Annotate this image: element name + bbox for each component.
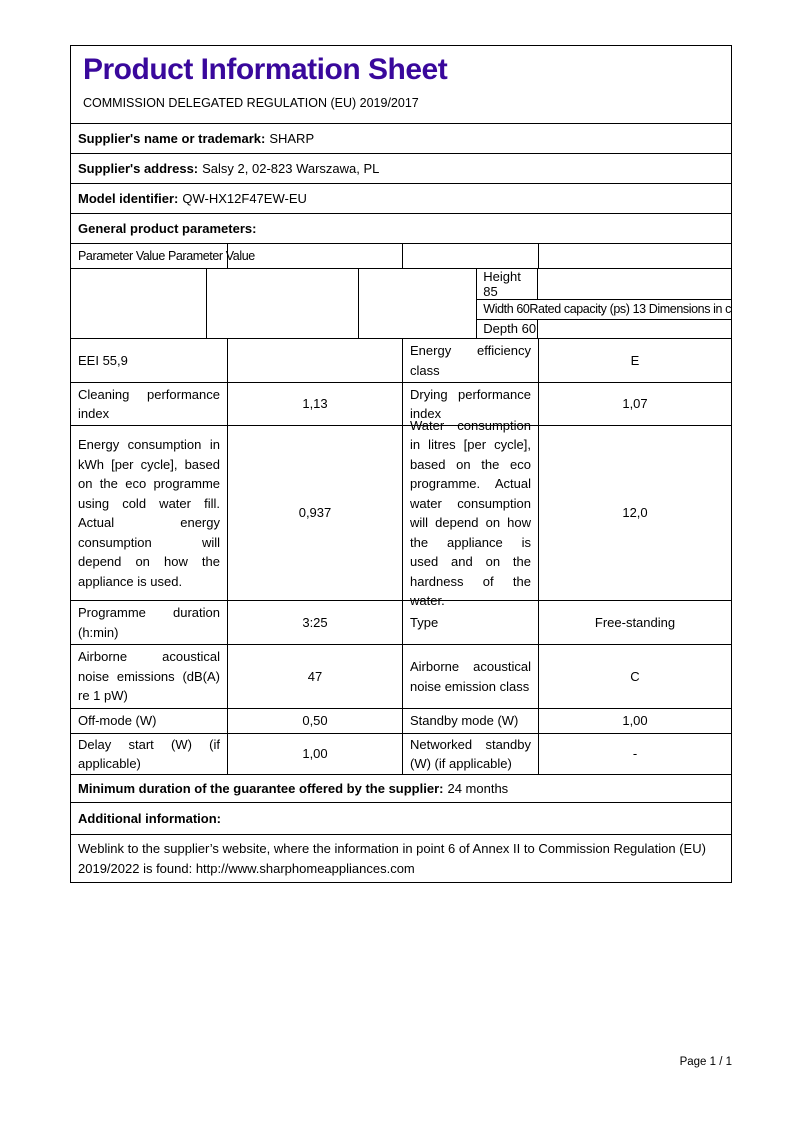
- general-parameters-label: General product parameters:: [78, 221, 257, 236]
- dimensions-subtable: Height 85 Width 60Rated capacity (ps) 13…: [476, 269, 731, 338]
- header-divider-line: [227, 244, 228, 268]
- supplier-name-label: Supplier's name or trademark:: [78, 131, 266, 146]
- param-delay-start-label: Delay start (W) (if applicable): [78, 736, 220, 772]
- dimension-depth-label: Depth 60: [477, 319, 539, 338]
- supplier-name-value: SHARP: [269, 131, 315, 146]
- general-parameters-row: General product parameters:: [71, 213, 731, 243]
- param-energy-consumption-label: Energy consumption in kWh [per cycle], b…: [78, 437, 220, 589]
- supplier-name-row: Supplier's name or trademark: SHARP: [71, 123, 731, 153]
- header-cell-4: [538, 244, 731, 268]
- supplier-address-value: Salsy 2, 02-823 Warszawa, PL: [202, 161, 380, 176]
- dimension-width-row: Width 60Rated capacity (ps) 13 Dimension…: [477, 299, 731, 319]
- parameter-header-row: Parameter Value Parameter Value: [71, 243, 731, 268]
- table-row-delay-networked: Delay start (W) (if applicable) 1,00 Net…: [71, 733, 731, 774]
- param-eei-label: EEI 55,9: [78, 352, 128, 368]
- guarantee-label: Minimum duration of the guarantee offere…: [78, 780, 444, 796]
- header-cell-3: [402, 244, 538, 268]
- weblink-row: Weblink to the supplier’s website, where…: [71, 834, 731, 882]
- table-row-performance-index: Cleaning performance index 1,13 Drying p…: [71, 382, 731, 425]
- param-cleaning-index-label: Cleaning performance index: [78, 386, 220, 422]
- param-programme-duration-label: Programme duration (h:min): [78, 605, 220, 640]
- table-row-noise: Airborne acoustical noise emissions (dB(…: [71, 644, 731, 708]
- additional-information-label: Additional information:: [78, 810, 221, 826]
- dimension-height-label: Height 85: [477, 269, 539, 299]
- dimensions-empty-cell-1: [71, 269, 206, 338]
- model-identifier-row: Model identifier: QW-HX12F47EW-EU: [71, 183, 731, 213]
- dimensions-right-border-line: [731, 269, 732, 338]
- dimension-depth-row: Depth 60: [477, 318, 731, 338]
- page-title: Product Information Sheet: [83, 53, 448, 86]
- param-networked-standby-value: -: [538, 734, 731, 774]
- param-noise-emissions-label: Airborne acoustical noise emissions (dB(…: [78, 649, 220, 704]
- param-off-mode-label: Off-mode (W): [78, 713, 157, 729]
- param-energy-class-value: E: [538, 339, 731, 382]
- param-off-mode-value: 0,50: [227, 709, 402, 733]
- table-row-eei: EEI 55,9 Energy efficiency class E: [71, 338, 731, 382]
- supplier-address-label: Supplier's address:: [78, 161, 199, 176]
- page-number: Page 1 / 1: [679, 1056, 732, 1068]
- param-standby-mode-value: 1,00: [538, 709, 731, 733]
- weblink-text: Weblink to the supplier’s website, where…: [78, 841, 706, 876]
- param-energy-class-label: Energy efficiency class: [410, 343, 531, 378]
- product-information-sheet: Product Information Sheet COMMISSION DEL…: [70, 45, 732, 883]
- header-cell-1: Parameter Value Parameter Value: [71, 244, 255, 268]
- param-cleaning-index-value: 1,13: [227, 383, 402, 425]
- param-eei-value: [227, 339, 402, 382]
- param-water-consumption-label: Water consumption in litres [per cycle],…: [410, 417, 531, 609]
- param-drying-index-label: Drying performance index: [410, 386, 531, 422]
- table-row-power-modes: Off-mode (W) 0,50 Standby mode (W) 1,00: [71, 708, 731, 733]
- param-standby-mode-label: Standby mode (W): [410, 713, 519, 729]
- param-water-consumption-value: 12,0: [538, 426, 731, 600]
- dimensions-empty-cell-3: [358, 269, 476, 338]
- model-identifier-label: Model identifier:: [78, 191, 179, 206]
- param-noise-emissions-value: 47: [227, 645, 402, 708]
- param-type-label: Type: [410, 614, 439, 630]
- additional-information-row: Additional information:: [71, 802, 731, 834]
- param-networked-standby-label: Networked standby (W) (if applicable): [410, 736, 531, 772]
- guarantee-row: Minimum duration of the guarantee offere…: [71, 774, 731, 802]
- param-type-value: Free-standing: [538, 601, 731, 644]
- guarantee-value: 24 months: [447, 780, 509, 796]
- param-noise-class-value: C: [538, 645, 731, 708]
- param-programme-duration-value: 3:25: [227, 601, 402, 644]
- model-identifier-value: QW-HX12F47EW-EU: [182, 191, 307, 206]
- param-noise-class-label: Airborne acoustical noise emission class: [410, 659, 531, 694]
- dimension-width-overflow-text: Width 60Rated capacity (ps) 13 Dimension…: [483, 302, 731, 317]
- parameter-header-overflow-text: Parameter Value Parameter Value: [78, 249, 255, 263]
- table-row-consumption: Energy consumption in kWh [per cycle], b…: [71, 418, 731, 608]
- sheet-header: Product Information Sheet COMMISSION DEL…: [71, 46, 731, 123]
- dimensions-empty-cell-2: [206, 269, 358, 338]
- dimension-height-row: Height 85: [477, 269, 731, 299]
- regulation-subtitle: COMMISSION DELEGATED REGULATION (EU) 201…: [83, 96, 419, 110]
- table-row-duration-type: Programme duration (h:min) 3:25 Type Fre…: [71, 600, 731, 644]
- param-drying-index-value: 1,07: [538, 383, 731, 425]
- param-delay-start-value: 1,00: [227, 734, 402, 774]
- supplier-address-row: Supplier's address: Salsy 2, 02-823 Wars…: [71, 153, 731, 183]
- param-energy-consumption-value: 0,937: [227, 426, 402, 600]
- dimensions-row: Height 85 Width 60Rated capacity (ps) 13…: [71, 268, 732, 338]
